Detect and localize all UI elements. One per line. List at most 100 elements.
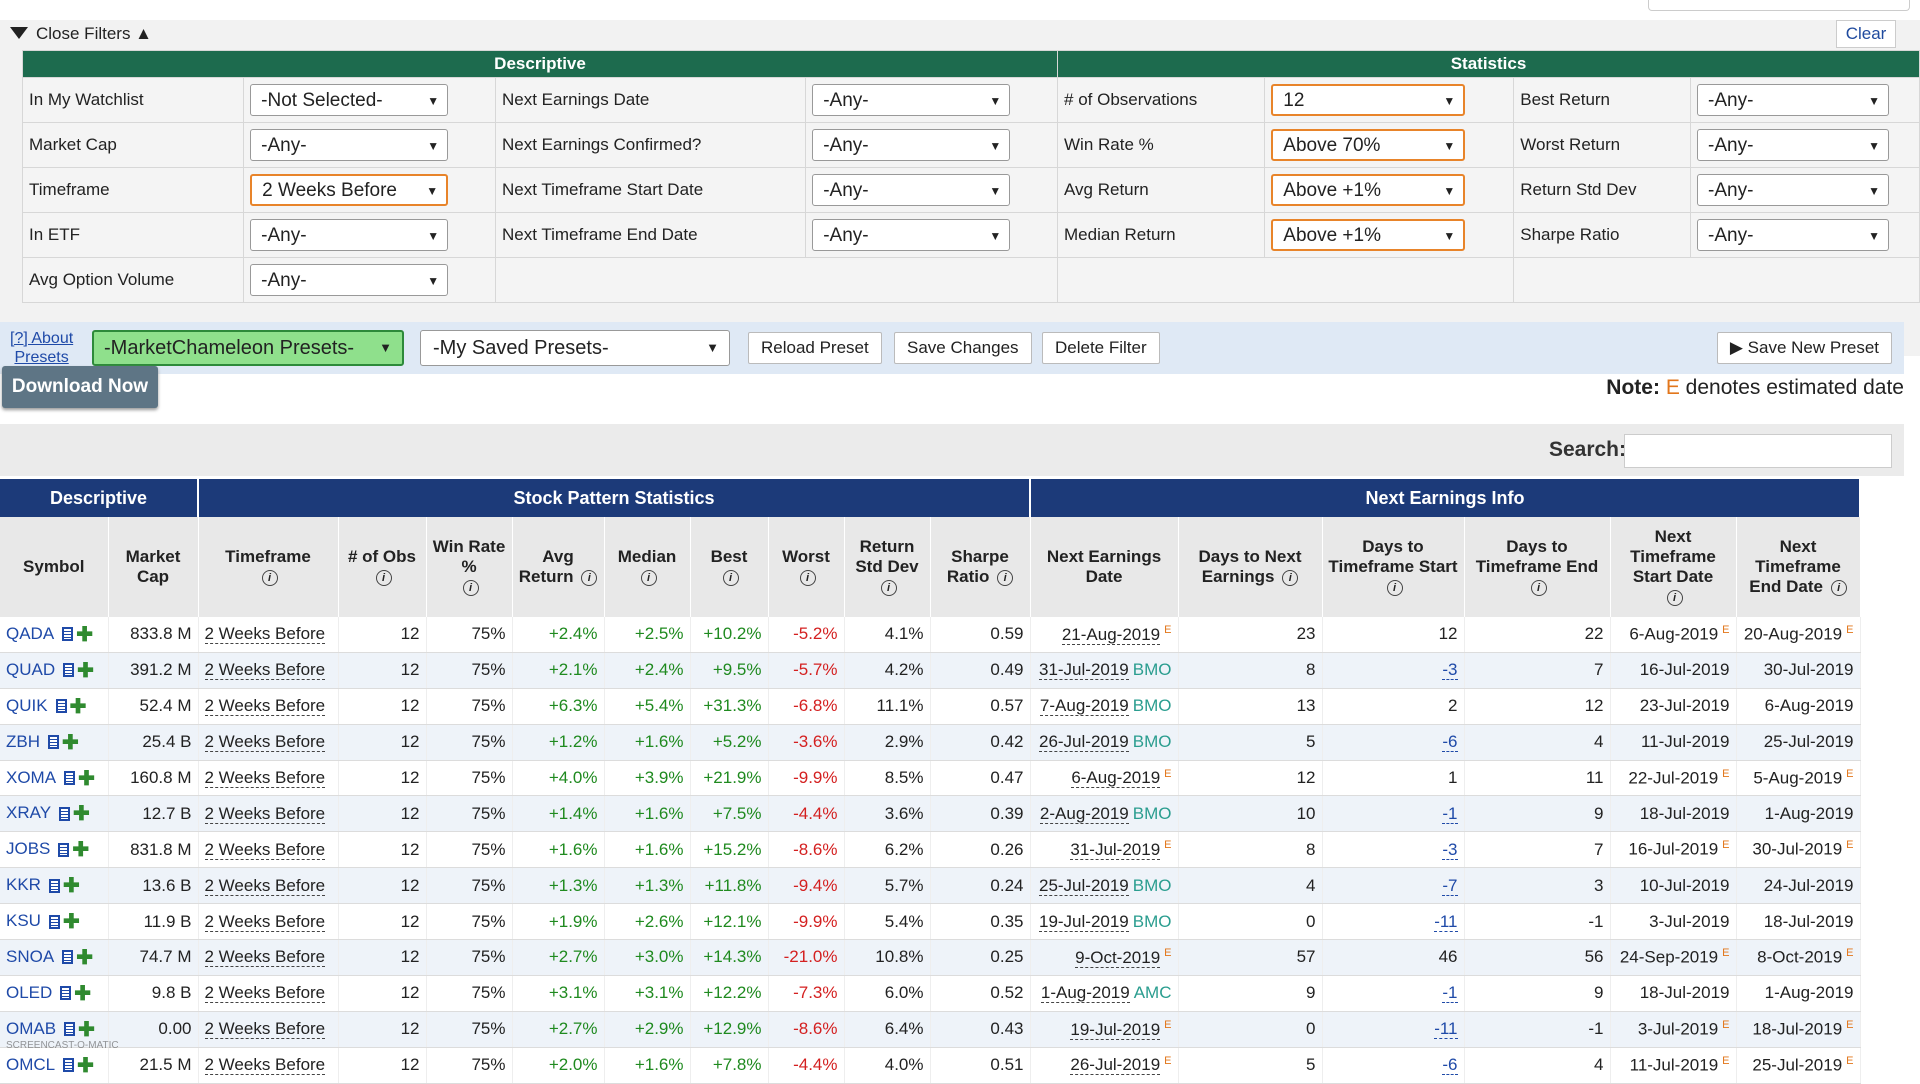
- info-icon[interactable]: i: [1530, 579, 1547, 596]
- add-to-watchlist-icon[interactable]: ✚: [72, 839, 90, 862]
- timeframe-link[interactable]: 2 Weeks Before: [204, 983, 326, 1004]
- document-icon[interactable]: [60, 986, 72, 1001]
- add-to-watchlist-icon[interactable]: ✚: [62, 731, 79, 754]
- document-icon[interactable]: [62, 950, 74, 965]
- add-to-watchlist-icon[interactable]: ✚: [77, 659, 94, 682]
- timeframe-link[interactable]: 2 Weeks Before: [204, 1019, 326, 1040]
- add-to-watchlist-icon[interactable]: ✚: [78, 1018, 95, 1041]
- next-earnings-date[interactable]: 2-Aug-2019: [1039, 803, 1129, 824]
- timeframe-link[interactable]: 2 Weeks Before: [204, 911, 326, 932]
- add-to-watchlist-icon[interactable]: ✚: [77, 1054, 94, 1077]
- next-earnings-date[interactable]: 6-Aug-2019: [1071, 768, 1161, 789]
- next-earnings-date[interactable]: 21-Aug-2019: [1061, 624, 1161, 645]
- std-dev-select[interactable]: -Any- ▼: [1697, 174, 1889, 206]
- col-return-std-dev[interactable]: Return Std Dev i: [844, 517, 931, 617]
- in-etf-select[interactable]: -Any- ▼: [250, 219, 449, 251]
- clear-button[interactable]: Clear: [1836, 20, 1896, 48]
- timeframe-link[interactable]: 2 Weeks Before: [204, 696, 326, 717]
- col-timeframe[interactable]: Timeframe i: [198, 517, 339, 617]
- download-now-button[interactable]: Download Now: [2, 366, 158, 408]
- add-to-watchlist-icon[interactable]: ✚: [76, 946, 93, 969]
- timeframe-link[interactable]: 2 Weeks Before: [204, 803, 326, 824]
- timeframe-link[interactable]: 2 Weeks Before: [204, 875, 326, 896]
- col-worst[interactable]: Worst i: [768, 517, 845, 617]
- document-icon[interactable]: [48, 878, 60, 893]
- symbol-link[interactable]: KKR: [6, 875, 41, 895]
- document-icon[interactable]: [62, 627, 74, 642]
- next-earnings-date[interactable]: 7-Aug-2019: [1039, 696, 1129, 717]
- info-icon[interactable]: i: [1282, 569, 1299, 586]
- win-rate-select[interactable]: Above 70% ▼: [1271, 129, 1466, 161]
- next-earnings-date[interactable]: 31-Jul-2019: [1038, 660, 1129, 681]
- col-best[interactable]: Best i: [690, 517, 769, 617]
- symbol-link[interactable]: QADA: [6, 623, 55, 643]
- close-filters-toggle[interactable]: Close Filters ▲: [10, 24, 152, 44]
- add-to-watchlist-icon[interactable]: ✚: [74, 982, 92, 1005]
- avg-return-select[interactable]: Above +1% ▼: [1271, 174, 1466, 206]
- next-earnings-date[interactable]: 26-Jul-2019: [1038, 732, 1129, 753]
- median-return-select[interactable]: Above +1% ▼: [1271, 219, 1466, 251]
- search-input[interactable]: [1624, 434, 1892, 468]
- next-earnings-date[interactable]: 25-Jul-2019: [1038, 875, 1129, 896]
- symbol-link[interactable]: QUIK: [6, 695, 48, 715]
- symbol-link[interactable]: SNOA: [6, 946, 55, 966]
- symbol-link[interactable]: JOBS: [6, 839, 51, 859]
- marketchameleon-presets-select[interactable]: -MarketChameleon Presets- ▼: [92, 330, 404, 366]
- save-changes-button[interactable]: Save Changes: [894, 332, 1032, 364]
- next-earnings-date[interactable]: 26-Jul-2019: [1070, 1055, 1161, 1076]
- col-market-cap[interactable]: Market Cap: [108, 517, 199, 617]
- col-days-to-timeframe-start[interactable]: Days to Timeframe Start i: [1322, 517, 1465, 617]
- document-icon[interactable]: [64, 771, 76, 785]
- earnings-confirmed-select[interactable]: -Any- ▼: [812, 129, 1011, 161]
- symbol-link[interactable]: OLED: [6, 982, 53, 1002]
- add-to-watchlist-icon[interactable]: ✚: [73, 803, 90, 826]
- market-cap-select[interactable]: -Any- ▼: [250, 129, 449, 161]
- add-to-watchlist-icon[interactable]: ✚: [78, 767, 95, 790]
- document-icon[interactable]: [58, 842, 70, 857]
- save-new-preset-button[interactable]: ▶ Save New Preset: [1716, 332, 1892, 364]
- observations-select[interactable]: 12 ▼: [1271, 84, 1466, 116]
- info-icon[interactable]: i: [261, 569, 278, 586]
- timeframe-link[interactable]: 2 Weeks Before: [204, 947, 326, 968]
- col-win-rate[interactable]: Win Rate % i: [426, 517, 513, 617]
- document-icon[interactable]: [55, 699, 67, 714]
- add-to-watchlist-icon[interactable]: ✚: [69, 695, 87, 718]
- info-icon[interactable]: i: [799, 569, 816, 586]
- timeframe-link[interactable]: 2 Weeks Before: [204, 732, 326, 753]
- info-icon[interactable]: i: [375, 569, 392, 586]
- symbol-link[interactable]: KSU: [6, 911, 41, 931]
- col-days-to-next-earnings[interactable]: Days to Next Earnings i: [1178, 517, 1323, 617]
- next-earnings-date[interactable]: 19-Jul-2019: [1070, 1019, 1161, 1040]
- timeframe-link[interactable]: 2 Weeks Before: [204, 1055, 326, 1076]
- symbol-link[interactable]: OMCL: [6, 1054, 56, 1074]
- col-median[interactable]: Median i: [604, 517, 691, 617]
- info-icon[interactable]: i: [640, 569, 657, 586]
- document-icon[interactable]: [64, 1022, 76, 1037]
- symbol-link[interactable]: QUAD: [6, 659, 56, 679]
- worst-return-select[interactable]: -Any- ▼: [1697, 129, 1889, 161]
- col-next-earnings-date[interactable]: Next Earnings Date: [1030, 517, 1179, 617]
- timeframe-link[interactable]: 2 Weeks Before: [204, 660, 326, 681]
- document-icon[interactable]: [48, 735, 59, 750]
- option-volume-select[interactable]: -Any- ▼: [250, 264, 449, 296]
- my-saved-presets-select[interactable]: -My Saved Presets- ▼: [420, 330, 730, 366]
- info-icon[interactable]: i: [1830, 579, 1847, 596]
- info-icon[interactable]: i: [1666, 589, 1683, 606]
- col-sharpe-ratio[interactable]: Sharpe Ratio i: [930, 517, 1031, 617]
- about-presets-link[interactable]: [?] About Presets: [10, 329, 73, 367]
- best-return-select[interactable]: -Any- ▼: [1697, 84, 1889, 116]
- symbol-link[interactable]: ZBH: [6, 731, 40, 751]
- info-icon[interactable]: i: [880, 579, 897, 596]
- col-days-to-timeframe-end[interactable]: Days to Timeframe End i: [1464, 517, 1611, 617]
- symbol-link[interactable]: OMAB: [6, 1018, 57, 1038]
- top-search-input[interactable]: [1648, 0, 1910, 11]
- info-icon[interactable]: i: [722, 569, 739, 586]
- add-to-watchlist-icon[interactable]: ✚: [76, 623, 93, 646]
- next-earnings-date-select[interactable]: -Any- ▼: [812, 84, 1011, 116]
- info-icon[interactable]: i: [997, 569, 1014, 586]
- next-earnings-date[interactable]: 1-Aug-2019: [1040, 983, 1130, 1004]
- col-next-timeframe-end[interactable]: Next Timeframe End Date i: [1736, 517, 1861, 617]
- next-earnings-date[interactable]: 31-Jul-2019: [1070, 840, 1161, 861]
- symbol-link[interactable]: XOMA: [6, 767, 57, 787]
- info-icon[interactable]: i: [1386, 579, 1403, 596]
